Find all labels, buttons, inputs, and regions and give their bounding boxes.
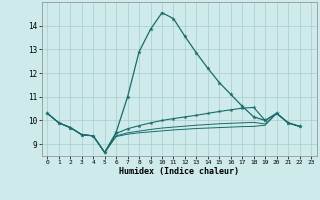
X-axis label: Humidex (Indice chaleur): Humidex (Indice chaleur) [119, 167, 239, 176]
